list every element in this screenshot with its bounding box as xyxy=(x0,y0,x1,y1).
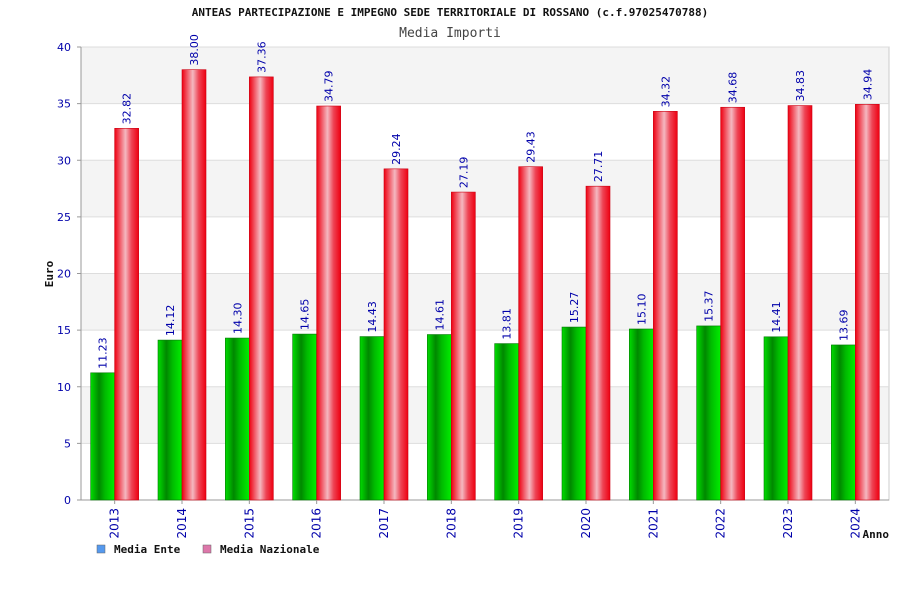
bar-media-ente xyxy=(763,336,789,501)
x-tick-label: 2022 xyxy=(714,508,728,539)
chart-title: ANTEAS PARTECIPAZIONE E IMPEGNO SEDE TER… xyxy=(192,6,709,19)
bar-media-ente xyxy=(225,337,250,501)
legend-label: Media Ente xyxy=(114,543,181,556)
bar-value-label: 34.94 xyxy=(861,69,874,101)
bar-value-label: 29.24 xyxy=(390,133,403,165)
bars xyxy=(90,69,880,501)
x-axis-label: Anno xyxy=(863,528,890,541)
bar-value-label: 15.27 xyxy=(568,292,581,324)
bar-media-ente xyxy=(561,326,587,501)
bar-value-label: 37.36 xyxy=(255,41,268,73)
bar-media-ente xyxy=(696,325,721,501)
y-tick-label: 15 xyxy=(57,324,71,337)
x-tick-label: 2021 xyxy=(646,508,660,539)
bar-value-label: 29.43 xyxy=(525,131,538,163)
bar-media-nazionale xyxy=(855,104,880,501)
bar-value-label: 11.23 xyxy=(97,337,110,369)
bar-media-ente xyxy=(157,339,183,501)
plot-band xyxy=(81,273,889,331)
bar-value-label: 15.37 xyxy=(703,290,716,322)
bar-value-label: 32.82 xyxy=(121,93,134,125)
legend-item: Media Nazionale xyxy=(202,543,320,556)
bar-media-nazionale xyxy=(451,191,476,501)
plot-background xyxy=(80,46,890,501)
bar-value-label: 14.30 xyxy=(231,303,244,335)
x-tick-label: 2015 xyxy=(242,508,256,539)
bar-media-ente xyxy=(90,372,115,501)
bar-value-label: 34.68 xyxy=(727,72,740,104)
y-tick-label: 35 xyxy=(57,98,71,111)
bar-media-nazionale xyxy=(383,168,409,501)
bar-media-nazionale xyxy=(585,185,611,501)
y-tick-label: 5 xyxy=(64,437,71,450)
bar-media-ente xyxy=(629,328,654,501)
y-tick-label: 30 xyxy=(57,154,71,167)
y-tick-label: 40 xyxy=(57,41,71,54)
bar-value-label: 13.69 xyxy=(837,309,850,341)
plot-band xyxy=(81,47,889,104)
x-tick-label: 2023 xyxy=(781,508,795,539)
bar-media-nazionale xyxy=(518,166,543,501)
bar-media-nazionale xyxy=(249,76,274,501)
bar-media-ente xyxy=(292,333,317,501)
bar-value-label: 14.12 xyxy=(164,305,177,337)
bar-media-ente xyxy=(831,344,856,501)
plot-band xyxy=(81,330,889,387)
bar-media-ente xyxy=(494,343,519,501)
bar-media-nazionale xyxy=(316,105,341,501)
y-tick-label: 25 xyxy=(57,211,71,224)
chart-subtitle: Media Importi xyxy=(399,26,501,41)
bar-value-label: 15.10 xyxy=(635,293,648,325)
x-tick-label: 2017 xyxy=(377,508,391,539)
legend-item: Media Ente xyxy=(96,543,181,556)
bar-media-nazionale xyxy=(720,106,745,501)
bar-value-label: 34.79 xyxy=(323,71,336,103)
y-tick-label: 0 xyxy=(64,494,71,507)
x-tick-label: 2013 xyxy=(108,508,122,539)
legend-swatch xyxy=(96,544,106,554)
bar-value-label: 14.65 xyxy=(299,299,312,331)
x-tick-label: 2014 xyxy=(175,508,189,539)
bar-value-labels: 11.23 32.82 14.12 38.00 14.30 37.36 14.65 34.79… xyxy=(97,34,875,369)
legend-label: Media Nazionale xyxy=(220,543,320,556)
x-tick-label: 2016 xyxy=(310,508,324,539)
y-axis-ticks: 0 5 10 15 20 25 30 35 40 xyxy=(57,41,889,507)
x-tick-label: 2024 xyxy=(848,508,862,539)
bar-value-label: 38.00 xyxy=(188,34,201,66)
plot-band xyxy=(81,443,889,500)
x-tick-label: 2018 xyxy=(444,508,458,539)
bar-value-label: 34.32 xyxy=(659,76,672,108)
plot-band xyxy=(81,216,889,274)
x-axis-ticks: 2013 2014 2015 2016 2017 2018 2019 2020 2021 2022… xyxy=(108,500,862,539)
bar-media-nazionale xyxy=(114,128,139,501)
legend-swatch xyxy=(202,544,212,554)
plot-band xyxy=(81,103,889,161)
bar-value-label: 13.81 xyxy=(501,308,514,340)
bar-media-ente xyxy=(427,334,452,501)
legend: Media Ente Media Nazionale xyxy=(96,543,320,556)
plot-band xyxy=(81,386,889,444)
bar-value-label: 14.61 xyxy=(433,299,446,331)
bar-value-label: 14.43 xyxy=(366,301,379,333)
bar-media-nazionale xyxy=(181,69,207,501)
y-axis-label: Euro xyxy=(43,260,56,287)
bar-value-label: 27.71 xyxy=(592,151,605,183)
bar-media-ente xyxy=(359,336,385,501)
plot-band xyxy=(81,160,889,217)
x-tick-label: 2019 xyxy=(512,508,526,539)
bar-value-label: 27.19 xyxy=(457,157,470,189)
bar-media-nazionale xyxy=(787,105,813,501)
y-tick-label: 20 xyxy=(57,268,71,281)
x-tick-label: 2020 xyxy=(579,508,593,539)
bar-media-nazionale xyxy=(653,111,678,501)
y-tick-label: 10 xyxy=(57,381,71,394)
bar-value-label: 34.83 xyxy=(794,70,807,102)
bar-value-label: 14.41 xyxy=(770,301,783,333)
